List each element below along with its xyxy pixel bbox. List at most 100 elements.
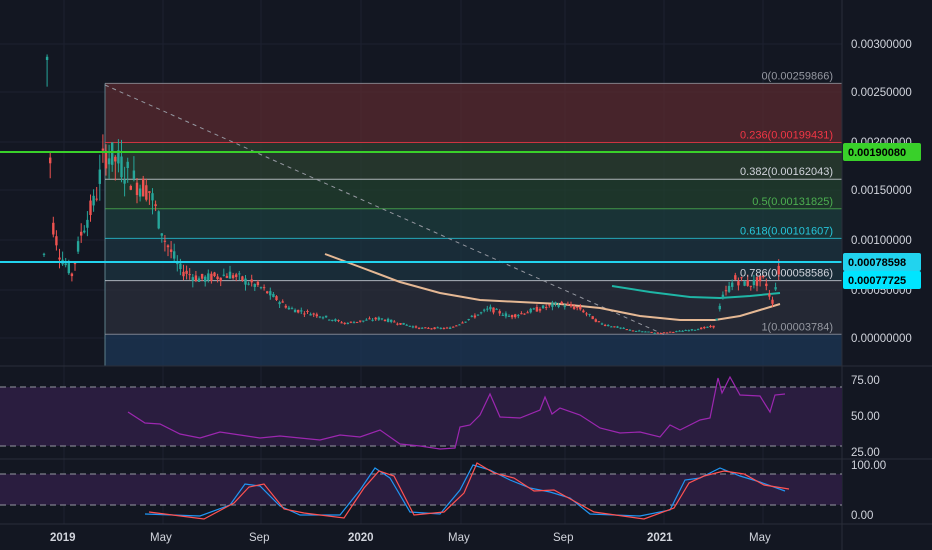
candle-body xyxy=(585,313,588,315)
candle-body xyxy=(405,324,408,326)
rsi-line xyxy=(127,375,786,450)
stoch-tick: 100.00 xyxy=(851,460,886,472)
candle-body xyxy=(241,276,244,281)
candle-body xyxy=(414,326,418,328)
candle-body xyxy=(408,325,411,327)
candle-body xyxy=(365,319,368,321)
candle-body xyxy=(374,317,377,320)
rsi-axis[interactable]: 75.00 50.00 25.00 xyxy=(851,375,880,459)
candle-body xyxy=(665,332,669,334)
candle-body xyxy=(576,306,579,308)
candle-body xyxy=(616,326,619,328)
candle-body xyxy=(92,195,95,206)
candle-body xyxy=(495,308,498,310)
candle-body xyxy=(337,320,340,322)
candle-body xyxy=(352,322,356,324)
candle-body xyxy=(204,276,207,282)
candle-body xyxy=(470,315,473,317)
fib-labels: 0(0.00259866) 0.236(0.00199431) 0.382(0.00… xyxy=(740,70,833,333)
price-tick: 0.00000000 xyxy=(851,333,912,345)
candle-body xyxy=(712,325,715,328)
candle-body xyxy=(371,319,374,321)
candle-body xyxy=(281,301,284,303)
price-tick: 0.00150000 xyxy=(851,185,912,197)
candle-body xyxy=(557,304,560,307)
candle-body xyxy=(554,302,557,304)
stochastic-pane[interactable] xyxy=(0,462,842,520)
stoch-axis[interactable]: 100.00 0.00 xyxy=(851,460,886,522)
rsi-tick: 75.00 xyxy=(851,375,880,387)
candle-body xyxy=(98,169,101,184)
time-axis[interactable]: 2019 May Sep 2020 May Sep 2021 May xyxy=(50,532,771,544)
candle-body xyxy=(67,263,70,274)
candle-body xyxy=(672,331,675,333)
candle-body xyxy=(287,307,291,310)
fib-level-label: 0.618(0.00101607) xyxy=(740,225,833,237)
candle-body xyxy=(238,273,241,275)
candle-body xyxy=(724,290,728,292)
candle-body xyxy=(169,249,173,252)
candle-body xyxy=(563,306,566,308)
candle-body xyxy=(290,308,294,310)
candle-body xyxy=(591,316,594,320)
candle-body xyxy=(266,291,269,294)
candle-body xyxy=(532,308,535,310)
price-tick: 0.00300000 xyxy=(851,39,912,51)
candle-body xyxy=(191,277,194,281)
rsi-pane[interactable] xyxy=(0,375,842,450)
price-tag-label: 0.00190080 xyxy=(848,147,906,159)
candle-body xyxy=(197,278,201,282)
candle-body xyxy=(396,323,399,325)
candle-body xyxy=(145,185,148,200)
candle-body xyxy=(517,315,520,317)
candle-body xyxy=(188,274,191,276)
candle-body xyxy=(706,326,709,328)
price-tag-label: 0.00078598 xyxy=(848,257,906,269)
candle-body xyxy=(529,308,532,313)
stoch-k-line xyxy=(144,464,786,517)
candle-body xyxy=(117,150,120,164)
candle-body xyxy=(430,328,433,330)
candle-body xyxy=(390,319,393,322)
candle-body xyxy=(173,251,176,259)
candle-body xyxy=(659,333,663,335)
candle-body xyxy=(166,245,170,248)
candle-body xyxy=(120,156,123,178)
candle-body xyxy=(411,326,415,328)
candle-body xyxy=(514,314,517,318)
candle-body xyxy=(399,323,402,325)
candle-body xyxy=(458,324,461,326)
candle-body xyxy=(293,309,297,313)
candle-body xyxy=(200,273,204,279)
candle-body xyxy=(132,170,136,179)
fib-zone xyxy=(105,179,842,209)
fib-level-label: 0.786(0.00058586) xyxy=(740,268,833,280)
fib-level-label: 1(0.00003784) xyxy=(761,321,833,333)
fib-zone xyxy=(105,208,842,239)
candle-body xyxy=(600,323,604,325)
candle-body xyxy=(343,322,346,324)
candle-body xyxy=(179,263,182,270)
candle-body xyxy=(681,330,684,332)
candle-body xyxy=(492,307,495,313)
candle-body xyxy=(86,219,89,228)
candle-body xyxy=(461,322,464,324)
candle-body xyxy=(64,263,67,266)
trend-line[interactable] xyxy=(104,84,666,336)
candle-body xyxy=(222,274,225,276)
candle-body xyxy=(656,332,659,334)
candle-body xyxy=(572,306,576,309)
candle-body xyxy=(321,317,325,319)
candle-body xyxy=(483,309,486,311)
candle-body xyxy=(151,193,154,201)
candle-body xyxy=(111,142,114,165)
candle-body xyxy=(235,274,238,278)
fibonacci-retracement[interactable] xyxy=(104,82,842,366)
candle-body xyxy=(675,331,678,333)
candle-body xyxy=(644,331,647,333)
candle-body xyxy=(349,321,353,323)
candle-body xyxy=(464,321,467,323)
candle-body xyxy=(83,230,86,233)
time-label: 2021 xyxy=(647,532,673,544)
